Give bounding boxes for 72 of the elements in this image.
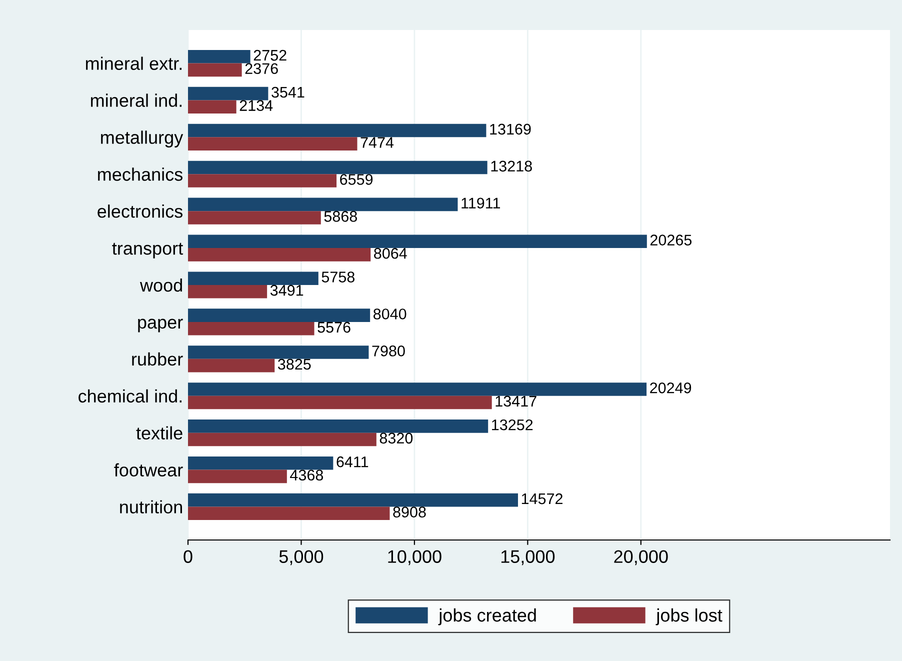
bar	[188, 234, 647, 248]
data-label: 5758	[322, 272, 354, 282]
bar	[188, 358, 275, 372]
data-label: 3541	[272, 86, 304, 98]
x-tick-label: 20,000	[614, 550, 668, 566]
data-label: 20249	[650, 382, 692, 394]
bar	[188, 308, 370, 322]
data-label: 13252	[492, 419, 533, 430]
data-label: 8040	[374, 308, 406, 320]
bar	[188, 382, 647, 396]
bar	[188, 174, 337, 188]
data-label: 4368	[290, 470, 324, 481]
bar	[188, 86, 268, 100]
legend-label: jobs lost	[656, 608, 722, 626]
bar	[188, 211, 321, 224]
bar	[188, 63, 242, 77]
bar	[188, 396, 492, 410]
x-tick-label: 10,000	[388, 550, 442, 566]
data-label: 3825	[278, 358, 311, 370]
bar	[188, 432, 376, 446]
data-label: 8064	[374, 248, 407, 259]
bar	[188, 493, 518, 507]
y-tick-label: mineral ind.	[91, 94, 182, 107]
data-label: 13218	[491, 160, 532, 172]
y-tick-label: electronics	[98, 204, 182, 218]
data-label: 3491	[270, 284, 304, 296]
data-label: 13417	[496, 396, 536, 407]
data-label: 2134	[240, 100, 273, 111]
data-label: 5576	[318, 322, 350, 333]
bar	[188, 456, 334, 470]
data-label: 5868	[324, 211, 357, 222]
legend-label: jobs created	[438, 608, 536, 626]
data-label: 2752	[254, 50, 286, 61]
x-tick-label: 0	[184, 550, 192, 563]
data-label: 11911	[462, 198, 500, 209]
bar	[188, 470, 287, 484]
bar	[188, 160, 488, 174]
y-tick-label: paper	[138, 318, 183, 332]
bar	[188, 137, 358, 150]
bar	[188, 50, 250, 64]
data-label: 6411	[336, 456, 368, 468]
y-tick-label: mineral extr.	[86, 56, 182, 70]
x-tick-label: 15,000	[501, 550, 555, 566]
bar	[188, 346, 369, 359]
data-label: 8320	[380, 432, 413, 444]
y-tick-label: nutrition	[120, 500, 182, 514]
bar	[188, 420, 488, 433]
y-tick-label: metallurgy	[101, 130, 184, 148]
y-tick-label: footwear	[114, 463, 183, 477]
bar	[188, 198, 458, 212]
bar	[188, 124, 486, 138]
y-tick-label: rubber	[132, 352, 183, 366]
bar	[188, 322, 314, 336]
data-label: 8908	[393, 506, 426, 518]
data-label: 7980	[372, 346, 405, 356]
bar	[188, 272, 318, 285]
bar	[188, 100, 236, 114]
data-label: 13169	[490, 124, 531, 135]
y-tick-label: chemical ind.	[78, 389, 182, 403]
y-tick-label: transport	[112, 242, 184, 258]
x-tick-label: 5,000	[279, 550, 324, 566]
y-tick-label: wood	[140, 278, 182, 292]
data-label: 6559	[340, 174, 373, 185]
bar	[188, 248, 371, 262]
y-tick-label: mechanics	[98, 168, 182, 181]
data-label: 7474	[360, 137, 394, 148]
bar	[188, 285, 268, 298]
data-label: 20265	[650, 234, 692, 246]
bar	[188, 506, 390, 520]
data-label: 14572	[522, 493, 562, 504]
y-tick-label: textile	[136, 426, 182, 440]
data-label: 2376	[245, 63, 278, 74]
